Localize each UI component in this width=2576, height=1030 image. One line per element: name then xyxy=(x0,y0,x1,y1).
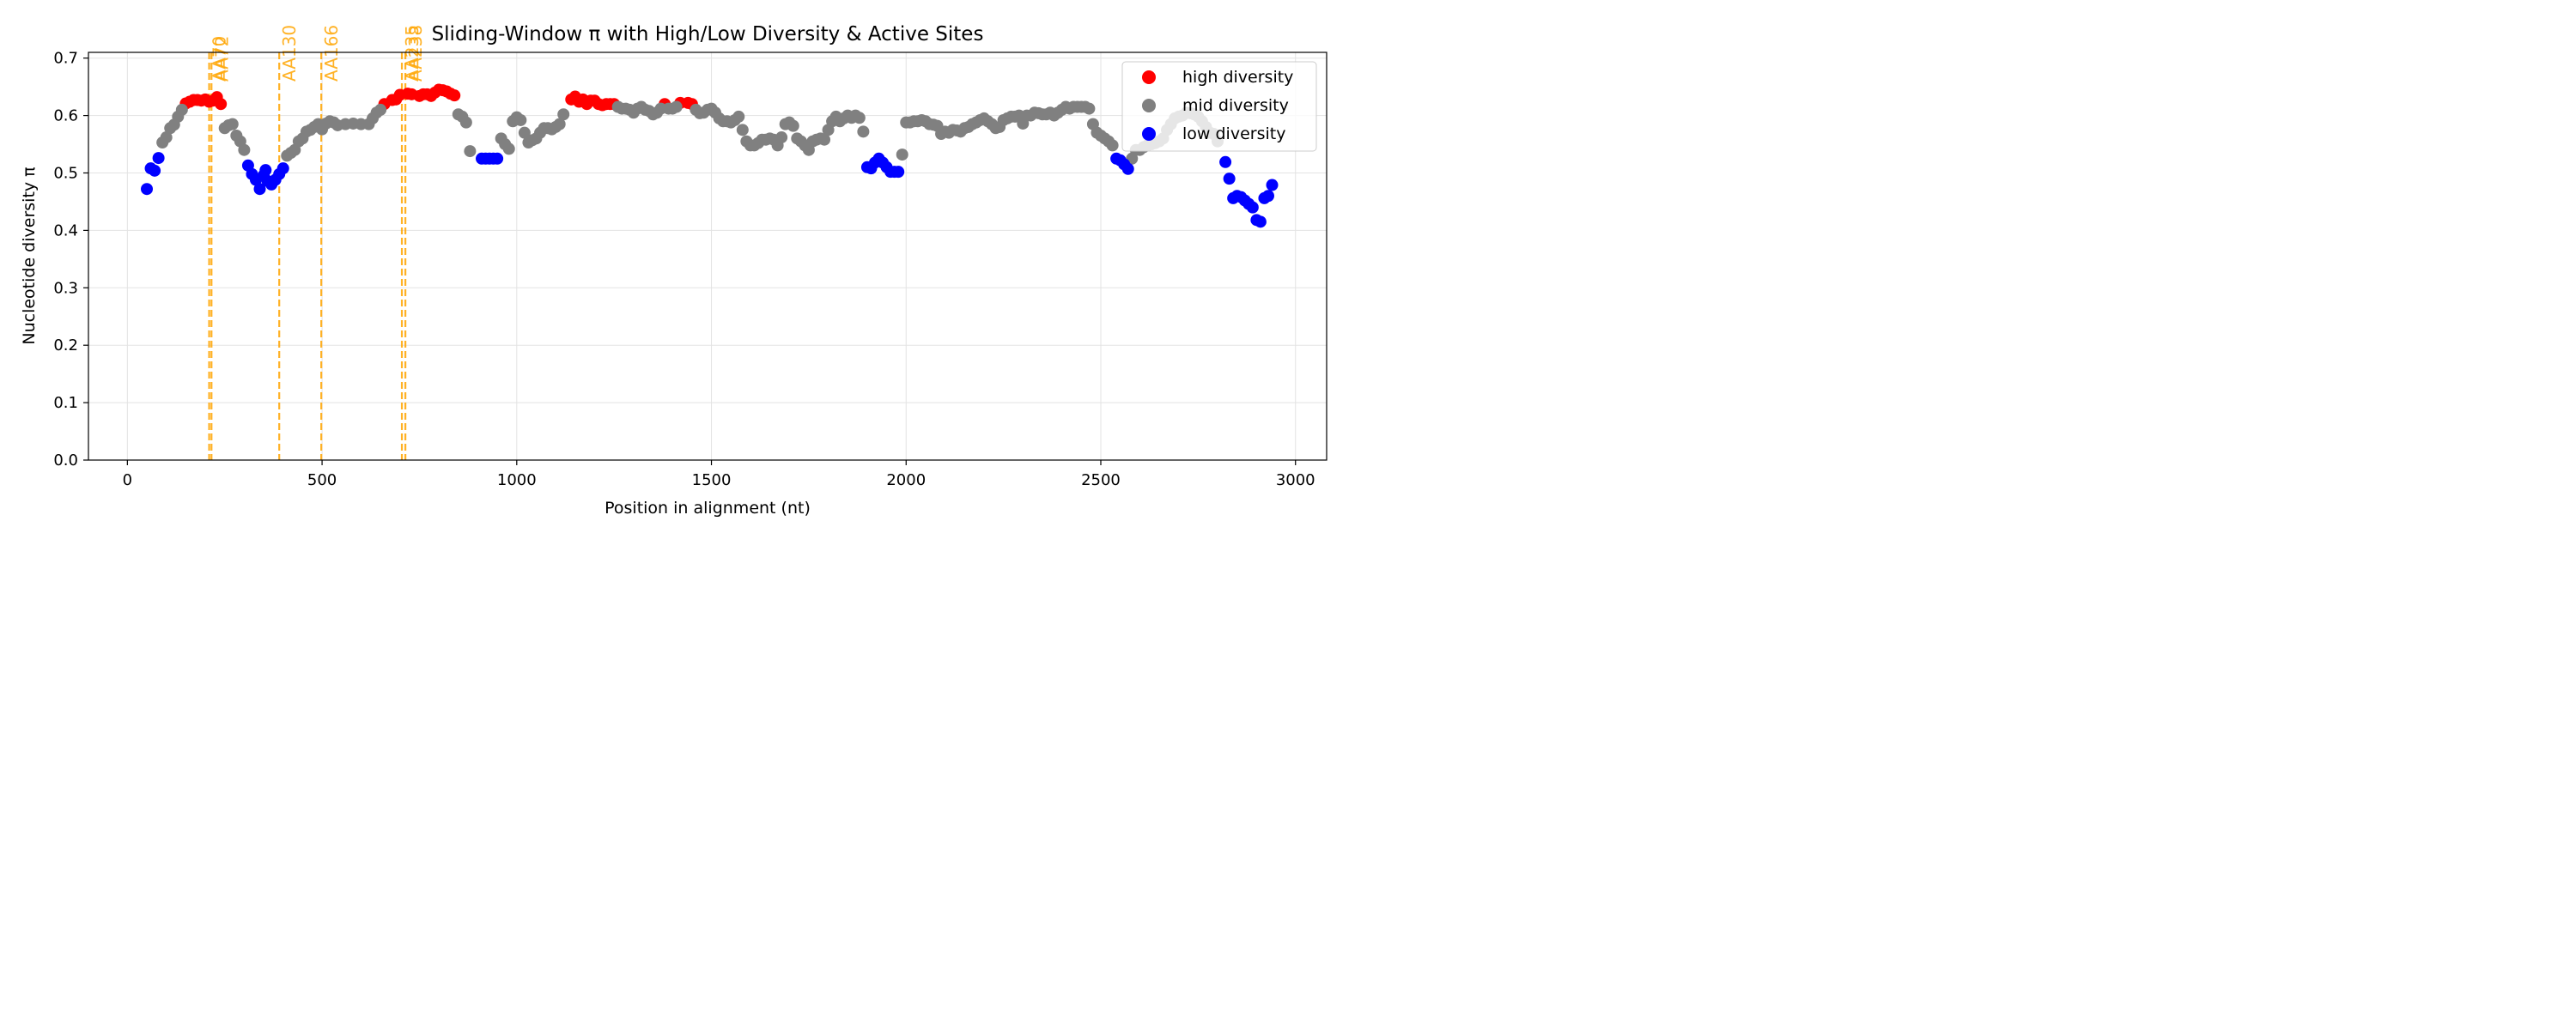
data-point xyxy=(276,162,289,175)
data-point xyxy=(141,183,154,196)
x-tick-label: 0 xyxy=(123,471,132,489)
data-point xyxy=(1254,215,1267,228)
y-tick-label: 0.2 xyxy=(53,336,78,354)
legend-marker xyxy=(1142,70,1156,84)
data-point xyxy=(557,108,570,121)
data-point xyxy=(253,183,266,196)
data-point xyxy=(1261,190,1274,203)
data-point xyxy=(553,118,566,130)
data-point xyxy=(226,118,239,130)
data-point xyxy=(1083,102,1096,115)
legend-box xyxy=(1121,61,1317,152)
y-tick-label: 0.5 xyxy=(53,164,78,182)
legend-marker xyxy=(1142,127,1156,141)
data-point xyxy=(1246,201,1259,214)
chart-title: Sliding-Window π with High/Low Diversity… xyxy=(432,23,984,45)
data-point xyxy=(896,148,908,161)
data-point xyxy=(1106,139,1119,152)
data-point xyxy=(374,103,387,116)
data-point xyxy=(238,143,251,156)
y-tick-label: 0.1 xyxy=(53,394,78,412)
data-point xyxy=(1121,162,1134,175)
scatter-points xyxy=(141,83,1279,228)
axis-ticks: 0 500 1000 1500 2000 2500 3000 0.0 0.1 0.2 0.3 0.4 0… xyxy=(53,50,1315,489)
data-point xyxy=(175,103,188,116)
data-point xyxy=(818,133,831,146)
active-site-label: AA72 xyxy=(211,36,232,82)
legend-label: low diversity xyxy=(1182,124,1285,143)
data-point xyxy=(149,164,161,177)
data-point xyxy=(152,152,165,165)
legend-label: high diversity xyxy=(1182,68,1293,87)
data-point xyxy=(775,131,788,144)
x-tick-label: 500 xyxy=(307,471,337,489)
plot-area-frame xyxy=(88,52,1327,461)
y-tick-label: 0.3 xyxy=(53,279,78,297)
data-point xyxy=(1223,173,1236,185)
active-site-label: AA238 xyxy=(405,25,426,82)
x-tick-label: 1000 xyxy=(497,471,537,489)
data-point xyxy=(1266,179,1279,191)
data-point xyxy=(459,116,472,129)
series-low-diversity xyxy=(141,152,1279,228)
y-tick-label: 0.7 xyxy=(53,50,78,68)
data-point xyxy=(787,119,799,132)
active-site-label: AA166 xyxy=(321,25,342,82)
data-point xyxy=(732,110,745,123)
x-tick-label: 2500 xyxy=(1081,471,1121,489)
data-point xyxy=(514,113,527,126)
x-tick-label: 2000 xyxy=(886,471,926,489)
data-point xyxy=(491,152,504,165)
y-tick-label: 0.6 xyxy=(53,107,78,125)
data-point xyxy=(736,124,749,136)
y-tick-label: 0.0 xyxy=(53,451,78,470)
data-point xyxy=(215,98,228,111)
data-point xyxy=(464,145,477,158)
y-tick-label: 0.4 xyxy=(53,221,78,239)
active-site-label: AA130 xyxy=(279,25,300,82)
data-point xyxy=(518,126,531,139)
data-point xyxy=(502,142,515,155)
data-point xyxy=(1219,155,1232,168)
data-point xyxy=(857,125,870,138)
legend-marker xyxy=(1142,99,1156,112)
active-site-label: AA70 xyxy=(210,36,230,82)
data-point xyxy=(892,166,905,179)
x-tick-label: 3000 xyxy=(1276,471,1315,489)
data-point xyxy=(670,100,683,113)
legend: high diversity mid diversity low diversity xyxy=(1121,61,1317,152)
x-axis-label: Position in alignment (nt) xyxy=(605,499,811,518)
series-mid-diversity xyxy=(156,100,1224,165)
data-point xyxy=(259,164,272,177)
y-axis-label: Nucleotide diversity π xyxy=(20,167,39,344)
data-point xyxy=(853,112,866,124)
data-point xyxy=(160,131,173,144)
legend-label: mid diversity xyxy=(1182,96,1289,115)
data-point xyxy=(448,89,461,102)
x-tick-label: 1500 xyxy=(692,471,732,489)
active-site-label: AA235 xyxy=(402,25,422,82)
